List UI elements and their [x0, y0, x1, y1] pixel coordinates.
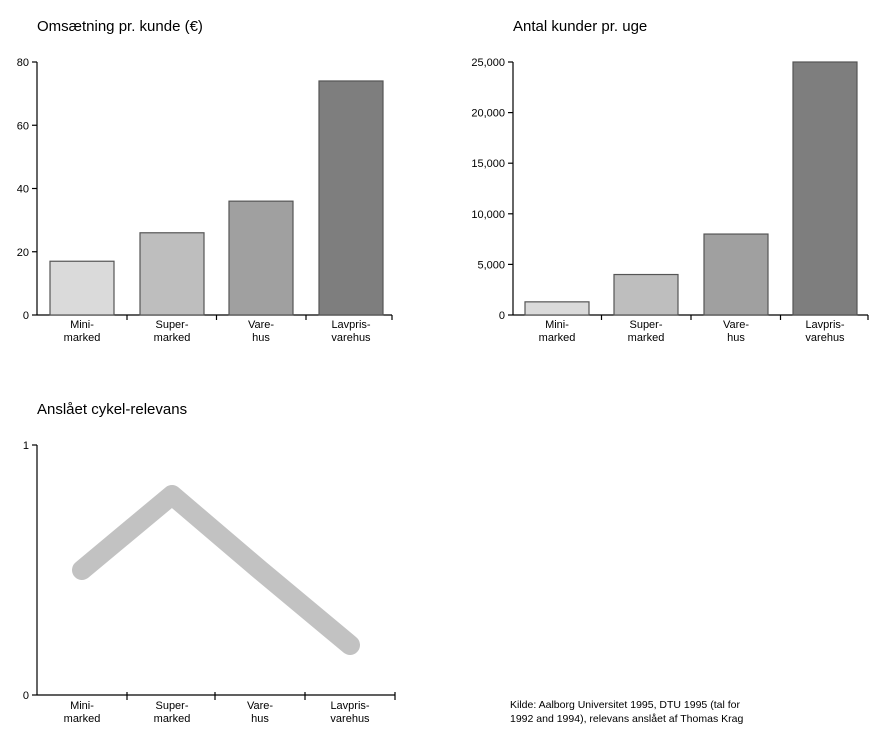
category-label: Lavpris-: [330, 700, 369, 712]
y-tick-label: 20,000: [471, 108, 505, 120]
y-tick-label: 25,000: [471, 57, 505, 69]
bar: [318, 80, 384, 316]
y-tick-label: 80: [17, 57, 29, 69]
y-tick-label: 60: [17, 120, 29, 132]
category-label: marked: [628, 332, 665, 344]
bike-relevance-chart: Anslået cykel-relevans01Mini-markedSuper…: [23, 401, 396, 725]
bar: [703, 233, 769, 316]
category-label: hus: [252, 332, 270, 344]
category-label: varehus: [330, 713, 370, 725]
category-label: marked: [64, 332, 101, 344]
category-label: varehus: [805, 332, 845, 344]
category-label: Super-: [155, 319, 188, 331]
y-tick-label: 40: [17, 184, 29, 196]
category-label: Vare-: [723, 319, 749, 331]
y-tick-label: 15,000: [471, 158, 505, 170]
category-label: marked: [64, 713, 101, 725]
category-label: marked: [154, 713, 191, 725]
relevance-line: [72, 485, 360, 655]
bar: [524, 301, 590, 316]
category-label: Mini-: [70, 319, 94, 331]
customers-per-week-chart: Antal kunder pr. uge 0 5,000 10,000 15,000 20…: [471, 18, 869, 344]
chart-title: Anslået cykel-relevans: [37, 401, 187, 418]
bar: [139, 232, 205, 316]
y-tick-label: 10,000: [471, 209, 505, 221]
category-label: Mini-: [70, 700, 94, 712]
source-line-1: Kilde: Aalborg Universitet 1995, DTU 199…: [510, 699, 740, 711]
category-label: hus: [727, 332, 745, 344]
y-tick-label: 0: [23, 690, 29, 702]
y-tick-label: 20: [17, 247, 29, 259]
chart-title: Antal kunder pr. uge: [513, 18, 647, 35]
source-line-2: 1992 and 1994), relevans anslået af Thom…: [510, 713, 743, 725]
category-label: Mini-: [545, 319, 569, 331]
bar: [228, 200, 294, 316]
y-tick-label: 0: [23, 310, 29, 322]
category-label: marked: [539, 332, 576, 344]
category-label: Lavpris-: [805, 319, 844, 331]
source-note: Kilde: Aalborg Universitet 1995, DTU 199…: [510, 699, 743, 725]
category-label: marked: [154, 332, 191, 344]
y-tick-label: 1: [23, 440, 29, 452]
y-tick-label: 0: [499, 310, 505, 322]
category-label: Vare-: [248, 319, 274, 331]
revenue-per-customer-chart: Omsætning pr. kunde (€) 0 20 40 60 80 Mini-mar…: [17, 18, 393, 344]
chart-title: Omsætning pr. kunde (€): [37, 18, 203, 35]
category-label: Super-: [629, 319, 662, 331]
category-label: varehus: [331, 332, 371, 344]
bar: [792, 61, 858, 316]
category-label: hus: [251, 713, 269, 725]
category-label: Lavpris-: [331, 319, 370, 331]
bar: [613, 273, 679, 316]
category-label: Vare-: [247, 700, 273, 712]
category-label: Super-: [155, 700, 188, 712]
y-tick-label: 5,000: [477, 259, 505, 271]
bar: [49, 260, 115, 316]
